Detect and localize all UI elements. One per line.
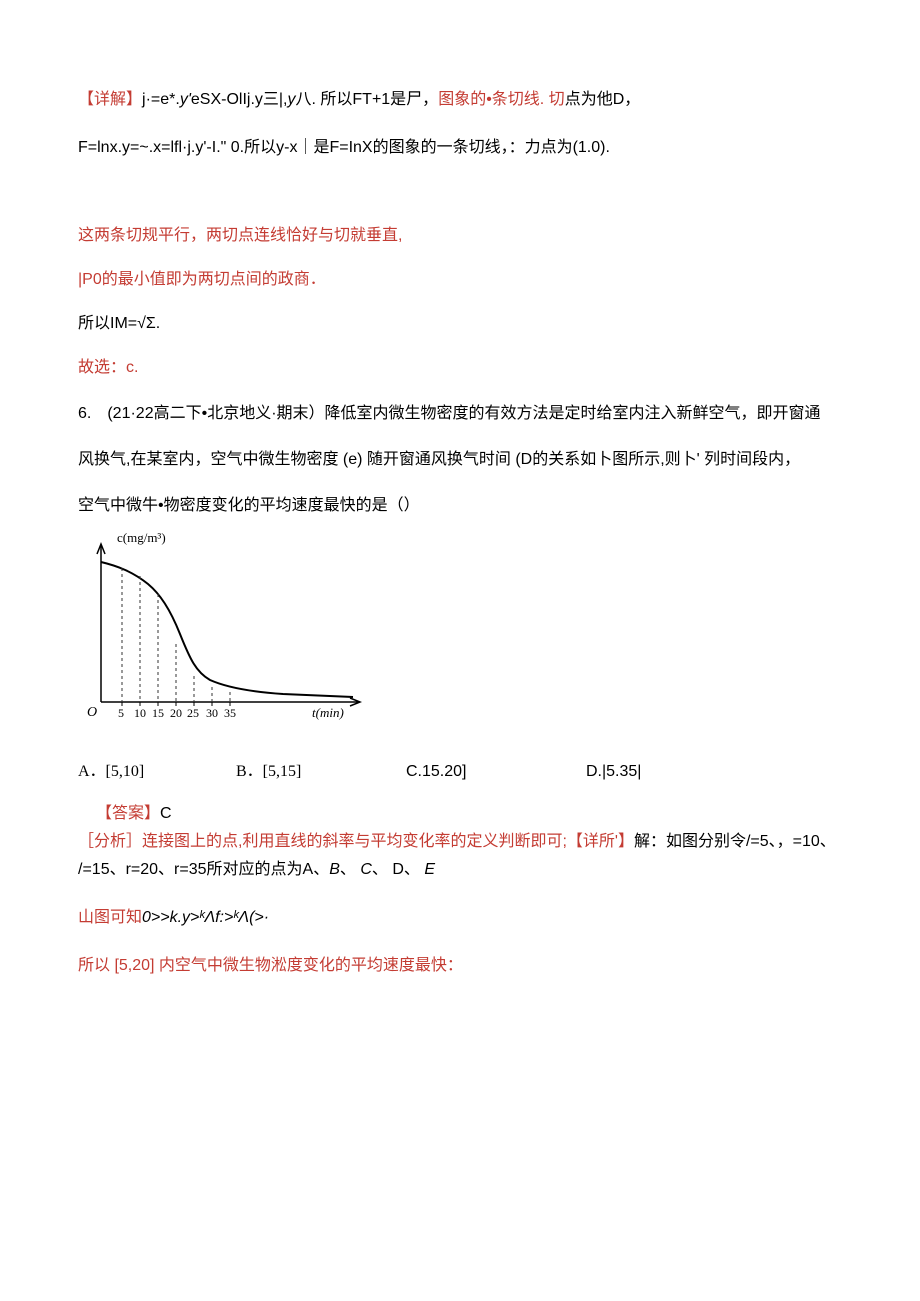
svg-text:c(mg/m³): c(mg/m³) xyxy=(117,530,166,545)
t1g: 图象的•条切线. 切 xyxy=(438,91,565,108)
d-h: 、 D、 xyxy=(372,861,424,878)
answer-val: C xyxy=(160,805,172,822)
q6-b: 风换气,在某室内，空气中微生物密度 (e) 随开窗通风换气时间 (D的关系如卜图… xyxy=(78,448,842,472)
d-g: C xyxy=(360,861,372,878)
k-a: 山图可知 xyxy=(78,909,142,926)
option-c: C.15.20] xyxy=(406,760,586,784)
svg-text:35: 35 xyxy=(224,706,236,720)
d-b: 【详所'】 xyxy=(567,833,634,850)
t1c: y' xyxy=(180,91,191,108)
chart: c(mg/m³) t(min) O 5 10 15 20 25 30 35 xyxy=(78,524,842,752)
option-b: B．[5,15] xyxy=(236,760,406,784)
svg-text:10: 10 xyxy=(134,706,146,720)
detail-line-2: /=15、r=20、r=35所对应的点为A、B、 C、 D、 E xyxy=(78,858,842,882)
svg-text:20: 20 xyxy=(170,706,182,720)
t5a: 所以IM=√Σ. xyxy=(78,315,160,332)
d-d: /=15、r=20、r=35所对应的点为A、 xyxy=(78,861,329,878)
d-a: ［分析］连接图上的点,利用直线的斜率与平均变化率的定义判断即可; xyxy=(78,833,567,850)
last-line: 所以 [5,20] 内空气中微生物淞度变化的平均速度最快： xyxy=(78,954,842,978)
svg-text:t(min): t(min) xyxy=(312,705,344,720)
line-2: F=lnx.y=~.x=lfl·j.y'-I." 0.所以y-x｜是F=InX的… xyxy=(78,136,842,160)
line-3: 这两条切规平行，两切点连线恰好与切就垂直, xyxy=(78,224,842,248)
t1e: y xyxy=(288,91,296,108)
line-6: 故选：c. xyxy=(78,356,842,380)
line-4: |P0的最小值即为两切点间的政商． xyxy=(78,268,842,292)
t1b: j·=e*. xyxy=(142,91,180,108)
chart-svg: c(mg/m³) t(min) O 5 10 15 20 25 30 35 xyxy=(78,524,378,744)
answer-tag: 【答案】 xyxy=(96,805,160,822)
d-i: E xyxy=(424,861,435,878)
detail-tag: 【详解】 xyxy=(78,91,142,108)
detail-line-1: 【详解】j·=e*.y'eSX-OlIj.y三|,y八. 所以FT+1是尸，图象… xyxy=(78,88,842,112)
svg-text:5: 5 xyxy=(118,706,124,720)
t1h: 点为他D， xyxy=(565,91,641,108)
svg-text:30: 30 xyxy=(206,706,218,720)
t1f: 八. 所以FT+1是尸， xyxy=(296,91,439,108)
q6-c: 空气中微牛•物密度变化的平均速度最快的是（） xyxy=(78,494,842,518)
option-a: A．[5,10] xyxy=(78,760,236,784)
d-e: B xyxy=(329,861,340,878)
svg-text:O: O xyxy=(87,705,97,720)
k-b: 0>>k.y>ᵏΛf:>ᵏΛ(>· xyxy=(142,909,269,926)
answer-line: 【答案】C xyxy=(96,802,842,826)
d-f: 、 xyxy=(340,861,360,878)
k-line: 山图可知0>>k.y>ᵏΛf:>ᵏΛ(>· xyxy=(78,906,842,930)
options-row: A．[5,10] B．[5,15] C.15.20] D.|5.35| xyxy=(78,760,842,784)
svg-text:15: 15 xyxy=(152,706,164,720)
svg-text:25: 25 xyxy=(187,706,199,720)
option-d: D.|5.35| xyxy=(586,760,641,784)
detail-line: ［分析］连接图上的点,利用直线的斜率与平均变化率的定义判断即可;【详所'】解：如… xyxy=(78,830,842,854)
line-5: 所以IM=√Σ. xyxy=(78,312,842,336)
q6-a: 6. (21·22高二下•北京地义·期末）降低室内微生物密度的有效方法是定时给室… xyxy=(78,402,842,426)
t1d: eSX-OlIj.y三|, xyxy=(191,91,288,108)
d-c: 解：如图分别令/=5、，=10、 xyxy=(634,833,836,850)
